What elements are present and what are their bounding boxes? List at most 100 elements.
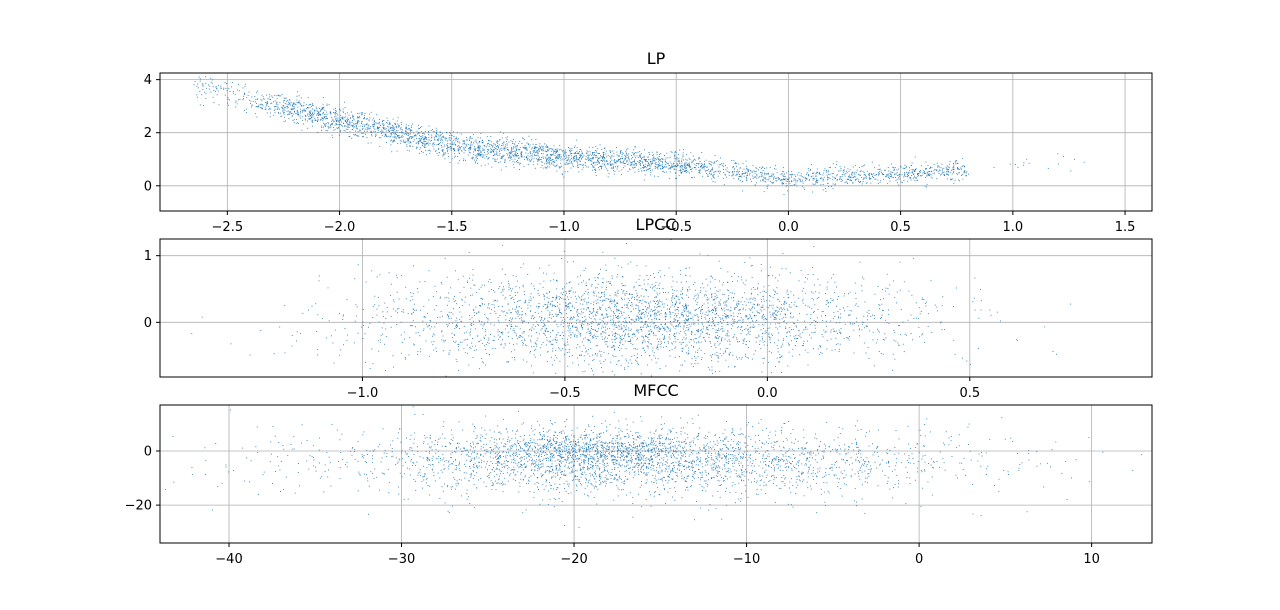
lpcc-scatter-point	[436, 322, 437, 324]
lp-scatter-point	[512, 148, 514, 150]
lpcc-scatter-point	[636, 292, 638, 294]
lp-scatter-point	[787, 178, 789, 180]
lpcc-scatter-point	[385, 328, 387, 330]
lp-scatter-point	[636, 165, 638, 166]
lp-scatter-point	[580, 158, 582, 160]
lp-scatter-point	[396, 131, 398, 133]
lp-scatter-point	[530, 160, 532, 162]
lp-scatter-point	[292, 103, 294, 105]
lp-scatter-point	[943, 174, 945, 176]
lpcc-scatter-point	[606, 310, 608, 312]
lpcc-scatter-point	[639, 275, 641, 277]
lpcc-scatter-point	[601, 313, 602, 315]
lpcc-scatter-point	[618, 328, 620, 330]
lpcc-scatter-point	[284, 304, 286, 306]
lp-scatter-point	[624, 157, 626, 159]
lpcc-scatter-point	[580, 311, 582, 313]
lp-scatter-point	[545, 167, 547, 169]
lp-scatter-point	[471, 137, 473, 139]
lp-scatter-point	[499, 139, 501, 140]
lpcc-scatter-point	[645, 322, 647, 324]
lp-scatter-point	[248, 91, 250, 93]
lp-scatter-point	[594, 150, 596, 151]
lp-scatter-point	[287, 114, 289, 116]
lp-scatter-point	[662, 159, 664, 161]
lp-scatter-point	[670, 167, 672, 169]
lp-scatter-point	[768, 175, 770, 177]
lpcc-scatter-point	[619, 337, 621, 339]
lpcc-scatter-point	[726, 299, 728, 301]
lp-scatter-point	[964, 170, 965, 172]
lp-scatter-point	[798, 172, 800, 174]
lp-scatter-point	[467, 154, 469, 156]
lpcc-scatter-point	[685, 306, 687, 308]
lp-scatter-point	[948, 174, 950, 176]
lp-scatter-point	[683, 164, 685, 166]
lp-scatter-point	[751, 171, 753, 173]
lpcc-scatter-point	[328, 320, 330, 322]
lp-scatter-point	[671, 165, 673, 167]
lp-scatter-point	[355, 134, 357, 135]
lp-scatter-point	[497, 147, 499, 149]
lp-scatter-point	[535, 154, 537, 156]
lp-scatter-point	[860, 170, 862, 172]
lp-scatter-point	[376, 127, 378, 129]
lpcc-scatter-point	[802, 302, 804, 304]
lp-scatter-point	[464, 150, 466, 152]
lp-scatter-point	[266, 102, 268, 104]
lpcc-scatter-point	[611, 341, 613, 343]
lp-scatter-point	[961, 168, 962, 170]
lp-scatter-point	[592, 165, 594, 167]
lp-scatter-point	[478, 145, 480, 147]
lpcc-scatter-point	[581, 351, 583, 353]
lp-scatter-point	[593, 157, 595, 159]
lp-scatter-point	[577, 158, 579, 160]
lpcc-scatter-point	[630, 261, 632, 263]
lp-scatter-point	[961, 166, 963, 167]
lp-scatter-point	[659, 162, 661, 164]
lp-scatter-point	[941, 163, 943, 165]
lpcc-scatter-point	[646, 275, 648, 276]
lp-scatter-point	[561, 158, 563, 160]
lp-scatter-point	[286, 100, 288, 102]
lp-scatter-point	[712, 176, 714, 178]
lp-scatter-point	[531, 147, 533, 149]
lp-scatter-point	[340, 116, 342, 118]
lpcc-scatter-point	[874, 293, 876, 295]
lp-scatter-point	[551, 159, 553, 161]
lp-scatter-point	[308, 104, 310, 106]
lp-scatter-point	[324, 116, 326, 118]
lpcc-scatter-point	[621, 327, 623, 329]
lp-scatter-point	[310, 110, 312, 112]
lpcc-scatter-point	[667, 342, 669, 344]
lpcc-scatter-point	[701, 357, 703, 359]
lp-scatter-point	[394, 122, 396, 124]
lpcc-scatter-point	[357, 332, 359, 334]
lp-scatter-point	[568, 155, 570, 157]
lp-scatter-point	[257, 106, 259, 108]
lp-scatter-point	[494, 143, 496, 145]
lp-scatter-point	[565, 149, 567, 151]
lp-scatter-point	[911, 172, 913, 174]
lp-scatter-point	[506, 140, 507, 142]
lp-scatter-point	[446, 150, 448, 152]
lp-scatter-point	[681, 168, 683, 170]
lp-scatter-point	[340, 130, 342, 132]
lpcc-scatter-point	[717, 323, 719, 325]
lpcc-scatter-point	[823, 329, 825, 331]
lpcc-scatter-point	[618, 309, 620, 311]
lp-scatter-point	[816, 172, 818, 174]
lpcc-scatter-point	[653, 327, 655, 329]
lp-scatter-point	[255, 106, 257, 107]
lpcc-scatter-point	[728, 295, 730, 297]
lp-scatter-point	[523, 147, 524, 149]
lpcc-scatter-point	[684, 310, 686, 312]
lp-scatter-point	[346, 120, 348, 122]
lp-scatter-point	[359, 115, 361, 117]
lpcc-scatter-point	[587, 328, 589, 330]
lp-scatter-point	[601, 158, 603, 160]
lpcc-scatter-point	[591, 321, 593, 322]
lp-scatter-point	[541, 149, 542, 151]
lp-scatter-point	[868, 173, 870, 175]
lp-scatter-point	[700, 165, 702, 167]
